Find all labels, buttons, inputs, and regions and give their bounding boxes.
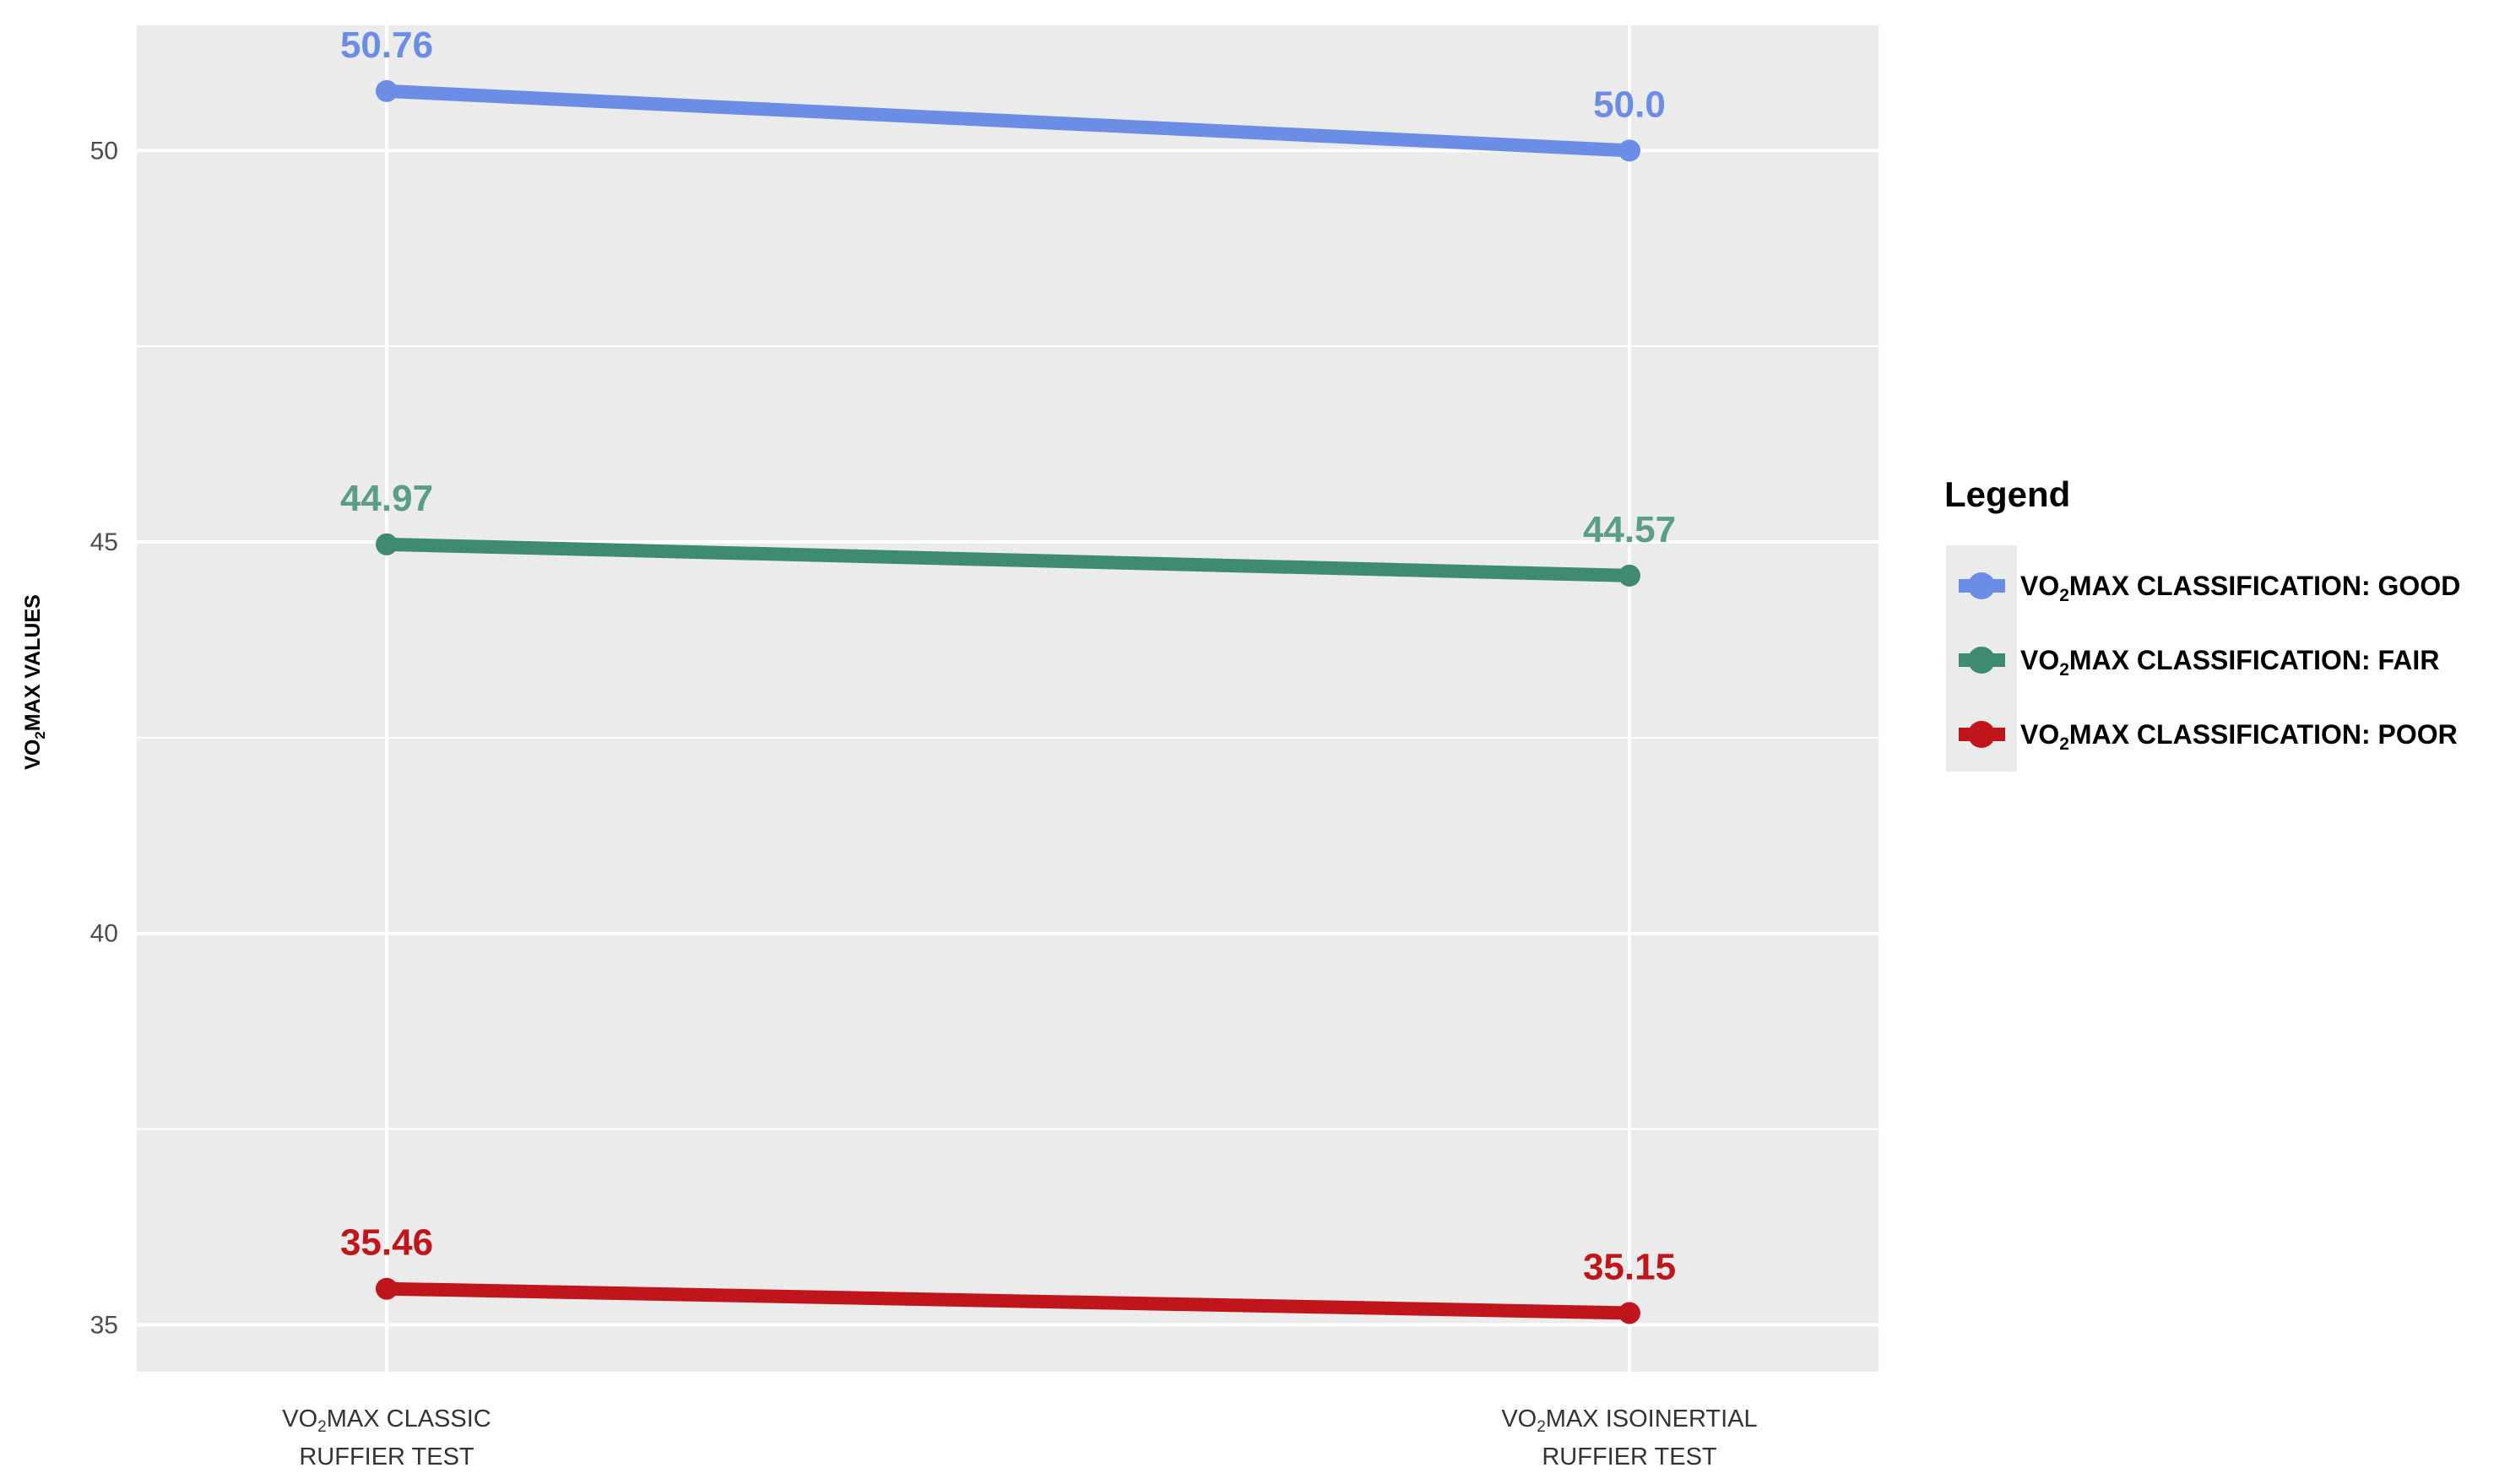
data-label: 35.15 <box>1583 1246 1676 1287</box>
legend: Legend VO2MAX CLASSIFICATION: GOOD VO2MAX … <box>1944 474 2460 772</box>
data-point <box>376 1277 398 1300</box>
x-category-label-line2: RUFFIER TEST <box>299 1443 474 1470</box>
legend-title: Legend <box>1944 474 2070 514</box>
series-line <box>380 84 1636 158</box>
data-point <box>376 533 398 555</box>
data-point <box>1618 1302 1640 1324</box>
data-label: 44.97 <box>340 478 433 519</box>
y-tick-label: 45 <box>90 528 118 556</box>
y-tick-label: 35 <box>90 1311 118 1339</box>
plot-panel <box>137 25 1878 1372</box>
legend-item-label: VO2MAX CLASSIFICATION: GOOD <box>2020 571 2460 605</box>
y-tick-label: 50 <box>90 137 118 165</box>
x-category-label: VO2MAX ISOINERTIAL <box>1501 1405 1757 1436</box>
data-point <box>376 79 398 102</box>
series-line <box>380 1281 1636 1320</box>
legend-key-point <box>1968 647 1995 674</box>
data-point <box>1618 139 1640 162</box>
y-axis-label: VO2MAX VALUES <box>21 594 48 770</box>
data-point <box>1618 564 1640 587</box>
legend-item-label: VO2MAX CLASSIFICATION: FAIR <box>2020 645 2439 680</box>
data-label: 44.57 <box>1583 509 1676 550</box>
legend-key-point <box>1968 721 1995 748</box>
y-tick-label: 40 <box>90 920 118 948</box>
x-category-label-line2: RUFFIER TEST <box>1542 1443 1717 1470</box>
x-category-label: VO2MAX CLASSIC <box>282 1405 491 1436</box>
series-line <box>380 537 1636 582</box>
legend-key-point <box>1968 572 1995 599</box>
data-label: 50.76 <box>340 24 433 66</box>
legend-item-label: VO2MAX CLASSIFICATION: POOR <box>2020 719 2458 754</box>
data-label: 50.0 <box>1593 84 1666 125</box>
data-label: 35.46 <box>340 1222 433 1264</box>
